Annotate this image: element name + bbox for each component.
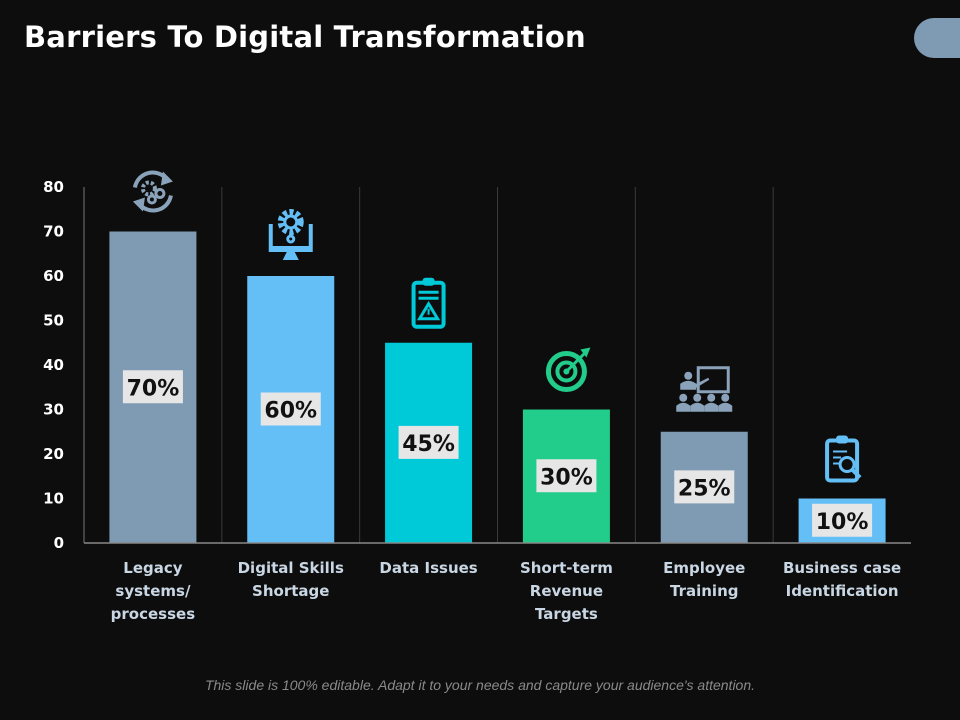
category-label: Business case [783, 559, 901, 577]
category-label: Shortage [252, 582, 329, 600]
data-label: 60% [264, 399, 317, 424]
data-label: 70% [127, 376, 180, 401]
clipboard-search-icon [825, 435, 862, 483]
category-label: Digital Skills [238, 559, 344, 577]
decorative-pill [914, 18, 960, 58]
gears-refresh-icon [132, 170, 173, 213]
category-label: Targets [535, 605, 598, 623]
monitor-gear-icon [268, 209, 313, 260]
category-label: Identification [786, 582, 899, 600]
y-tick-label: 10 [43, 490, 64, 508]
data-label-box [812, 503, 873, 537]
target-arrow-icon [545, 347, 591, 392]
data-label: 25% [678, 476, 731, 501]
data-label-box [674, 470, 735, 504]
category-label: Revenue [530, 582, 603, 600]
category-label: systems/ [115, 582, 191, 600]
y-tick-label: 0 [54, 534, 64, 552]
presentation-training-icon [676, 366, 733, 412]
y-tick-label: 70 [43, 223, 64, 241]
data-label-box [260, 392, 321, 426]
y-tick-label: 50 [43, 312, 64, 330]
category-label: Training [670, 582, 738, 600]
data-label: 30% [540, 465, 593, 490]
data-label: 45% [402, 432, 455, 457]
y-tick-label: 40 [43, 356, 64, 374]
y-tick-label: 80 [43, 178, 64, 196]
y-tick-label: 20 [43, 445, 64, 463]
data-label-box [398, 425, 459, 459]
data-label-box [122, 370, 183, 404]
footer-note: This slide is 100% editable. Adapt it to… [204, 677, 756, 693]
y-tick-label: 60 [43, 267, 64, 285]
data-label: 10% [816, 510, 869, 535]
category-label: Employee [663, 559, 745, 577]
y-tick-label: 30 [43, 401, 64, 419]
data-label-box [536, 459, 597, 493]
clipboard-warning-icon [411, 277, 446, 329]
category-label: Data Issues [379, 559, 477, 577]
category-label: Legacy [123, 559, 182, 577]
category-label: Short-term [520, 559, 613, 577]
page-title: Barriers To Digital Transformation [24, 20, 586, 54]
category-label: processes [111, 605, 196, 623]
